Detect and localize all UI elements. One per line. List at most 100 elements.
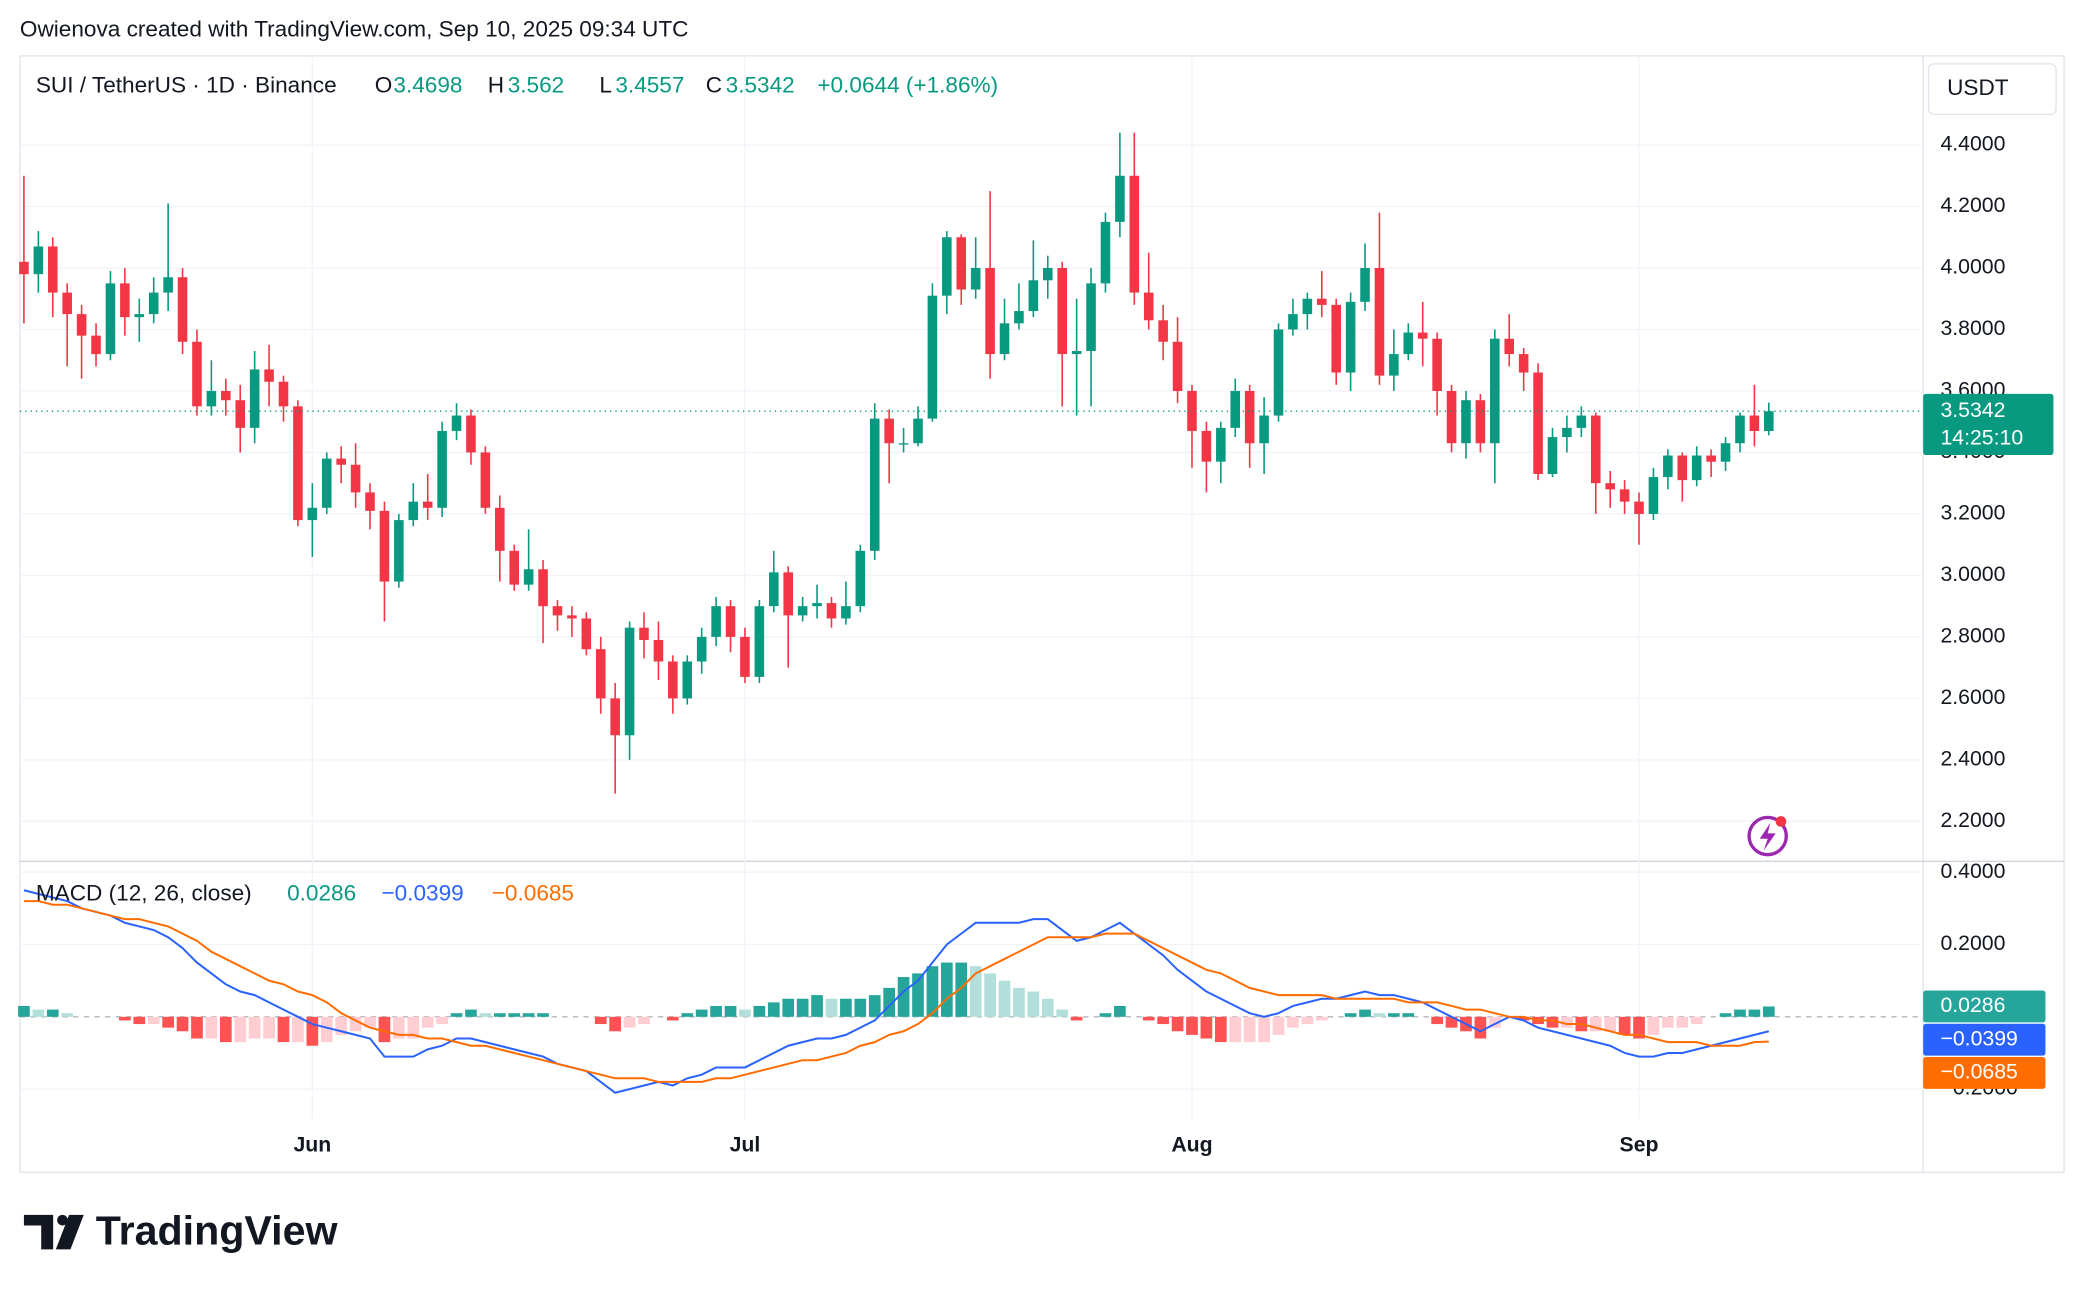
ohlc-value: 3.5342 [726,72,795,97]
histogram-bar [1099,1013,1112,1017]
candle-body [1360,268,1370,302]
histogram-bar [1070,1016,1083,1021]
histogram-bar [940,962,953,1017]
candle-body [1259,415,1269,444]
histogram-bar [739,1009,751,1017]
histogram-bar [378,1016,391,1043]
macd-legend-value: −0.0399 [381,881,463,906]
candle-body [1273,329,1284,416]
candle-body [1663,455,1673,478]
countdown: 14:25:10 [1940,426,2023,450]
candle-body [120,283,130,318]
candle-body [682,661,693,699]
candle-body [740,636,750,677]
candle-body [1735,415,1745,444]
candle-body [653,639,664,662]
histogram-bar [825,998,838,1017]
candle-body [1764,411,1774,431]
x-tick-label: Jul [730,1132,761,1156]
histogram-bar [133,1016,146,1025]
candle-body [1749,415,1760,431]
candle-body [552,606,563,616]
histogram-bar [1431,1016,1443,1025]
candle-body [249,369,260,428]
histogram-bar [465,1009,477,1017]
y-tick-label: 4.0000 [1940,255,2005,279]
brand-name: TradingView [96,1207,339,1253]
candle-body [76,314,87,336]
histogram-bar [897,977,910,1017]
histogram-bar [1013,987,1025,1017]
histogram-bar [710,1005,722,1017]
histogram-bar [811,995,823,1017]
candle-body [1475,400,1486,444]
candle-body [365,492,375,511]
histogram-bar [421,1016,434,1028]
histogram-bar [320,1016,333,1043]
value-tag-label: −0.0685 [1940,1060,2017,1084]
candle-body [855,550,866,607]
candle-body [1057,268,1067,355]
candle-body [495,507,505,551]
histogram-bar [162,1016,174,1028]
histogram-bar [147,1016,160,1025]
histogram-bar [1647,1016,1660,1035]
candle-body [1316,298,1327,305]
candle-body [841,606,851,619]
candle-body [581,618,592,650]
candle-body [293,406,303,521]
histogram-bar [724,1005,737,1017]
candle-body [192,341,202,407]
candle-body [394,520,404,582]
candle-body [884,418,894,444]
histogram-bar [753,1005,766,1017]
y-tick-label: 3.2000 [1940,501,2005,525]
indicator-line [23,889,1770,1094]
histogram-bar [1114,1005,1126,1017]
candle-body [595,649,606,699]
candle-body [1187,390,1197,431]
histogram-bar [450,1013,463,1017]
candle-body [1172,341,1183,391]
histogram-bar [1186,1016,1198,1035]
histogram-bar [1561,1016,1573,1028]
histogram-bar [1618,1016,1631,1035]
candle-body [148,292,159,315]
candle-body [1490,338,1500,444]
indicator-line [23,900,1769,1083]
candle-body [1071,351,1082,355]
candle-body [956,237,967,290]
chart-frame [19,55,2065,1173]
candle-body [1389,354,1399,376]
histogram-bar [306,1016,319,1046]
candle-body [1244,390,1255,444]
candle-body [769,572,779,607]
histogram-bar [1214,1016,1227,1043]
ohlc-label: H [488,72,504,97]
histogram-bar [666,1016,679,1021]
histogram-bar [1676,1016,1689,1028]
histogram-bar [1474,1016,1487,1039]
candle-body [1100,221,1111,284]
histogram-bar [176,1016,189,1032]
histogram-bar [1589,1016,1602,1032]
candle-body [1014,311,1024,324]
candle-body [1576,415,1587,428]
candle-body [134,314,145,318]
histogram-bar [1662,1016,1674,1028]
histogram-bar [263,1016,275,1039]
candle-body [639,627,649,640]
ohlc-label: L [599,72,612,97]
candle-body [62,292,72,315]
candle-body [1533,372,1543,474]
candle-body [1461,400,1471,444]
change: +0.0644 (+1.86%) [817,72,998,97]
value-tag [1923,1056,2046,1089]
histogram-bar [1604,1016,1617,1032]
histogram-bar [219,1016,232,1043]
histogram-bar [537,1013,549,1017]
histogram-bar [1041,998,1054,1017]
histogram-bar [1142,1016,1155,1021]
ohlc-value: 3.562 [508,72,565,97]
candle-body [711,606,721,637]
